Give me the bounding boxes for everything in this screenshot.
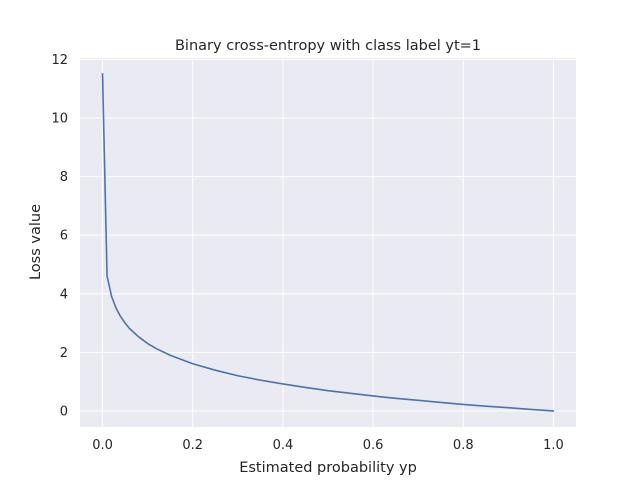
x-tick-label: 0.4	[273, 438, 294, 453]
y-tick-label: 12	[51, 53, 68, 68]
y-tick-label: 4	[60, 287, 68, 302]
y-tick-label: 8	[60, 170, 68, 185]
x-tick-label: 0.0	[92, 438, 113, 453]
y-axis-ticks: 0 2 4 6 8 10 12	[51, 53, 68, 419]
x-tick-label: 0.6	[363, 438, 384, 453]
plot-area	[80, 58, 576, 427]
y-tick-label: 2	[60, 346, 68, 361]
x-tick-label: 1.0	[543, 438, 564, 453]
chart-title: Binary cross-entropy with class label yt…	[175, 38, 481, 54]
x-axis-ticks: 0.0 0.2 0.4 0.6 0.8 1.0	[92, 438, 564, 453]
x-tick-label: 0.8	[453, 438, 474, 453]
y-axis-label: Loss value	[28, 204, 44, 280]
data-series	[101, 73, 555, 412]
grid-lines	[80, 58, 576, 427]
loss-curve-line	[101, 73, 555, 412]
x-tick-label: 0.2	[182, 438, 203, 453]
x-axis-label: Estimated probability yp	[239, 460, 417, 476]
y-tick-label: 10	[51, 112, 68, 127]
y-tick-label: 6	[60, 229, 68, 244]
y-tick-label: 0	[60, 404, 68, 419]
